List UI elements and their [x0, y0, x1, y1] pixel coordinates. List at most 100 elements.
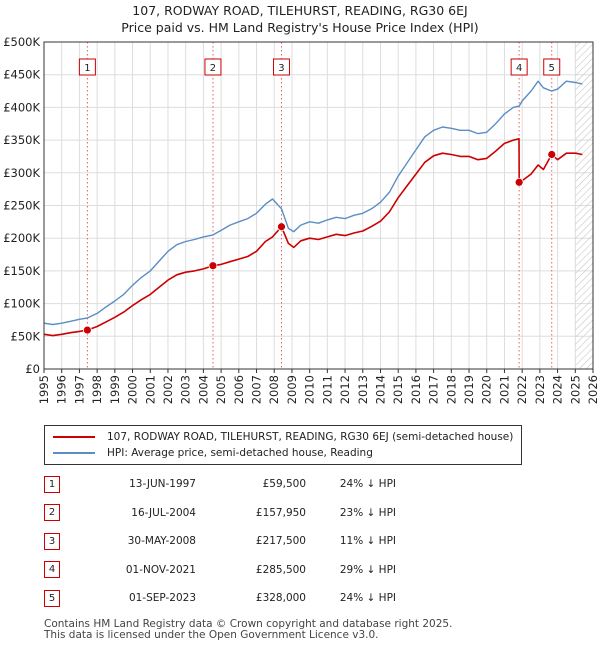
x-tick-label: 2004: [196, 375, 210, 404]
sale-number: 2: [44, 504, 60, 522]
y-tick-label: £100K: [3, 297, 40, 311]
y-tick-label: £50K: [11, 329, 41, 343]
sale-number-cell: 5: [40, 584, 84, 613]
sale-date-cell: 16-JUL-2004: [84, 499, 196, 528]
x-tick-label: 2022: [515, 375, 529, 404]
sale-date: 16-JUL-2004: [131, 506, 196, 519]
sale-label: 2: [210, 63, 216, 74]
sale-hpi-diff-cell: 29% ↓ HPI: [306, 556, 396, 585]
x-tick-label: 2014: [373, 375, 387, 404]
chart-title-line2: Price paid vs. HM Land Registry's House …: [121, 20, 479, 35]
x-tick-label: 2007: [250, 375, 264, 404]
x-tick-label: 2025: [568, 375, 582, 404]
sale-number-cell: 4: [40, 556, 84, 585]
x-tick-label: 2006: [232, 375, 246, 404]
sale-date: 01-NOV-2021: [125, 563, 196, 576]
y-tick-label: £350K: [3, 133, 40, 147]
x-tick-label: 2019: [462, 375, 476, 404]
sale-price: £217,500: [255, 535, 306, 548]
y-tick-label: £450K: [3, 68, 40, 82]
x-tick-label: 2003: [179, 375, 193, 404]
footer-licence: This data is licensed under the Open Gov…: [44, 629, 379, 641]
x-tick-label: 2026: [586, 375, 600, 404]
y-tick-label: £200K: [3, 231, 40, 245]
x-tick-label: 2009: [285, 375, 299, 404]
sale-price: £59,500: [262, 478, 306, 491]
x-tick-label: 2018: [444, 375, 458, 404]
sale-label-box: [78, 58, 96, 76]
sale-date: 30-MAY-2008: [127, 535, 196, 548]
sale-hpi-diff-cell: 23% ↓ HPI: [306, 499, 396, 528]
sale-price-cell: £328,000: [196, 584, 306, 613]
sale-hpi-diff-cell: 24% ↓ HPI: [306, 584, 396, 613]
legend-property: 107, RODWAY ROAD, TILEHURST, READING, RG…: [53, 429, 513, 445]
footer-copyright: Contains HM Land Registry data © Crown c…: [44, 618, 453, 630]
sale-price-cell: £217,500: [196, 527, 306, 556]
x-tick-label: 2005: [214, 375, 228, 404]
footer: Contains HM Land Registry data © Crown c…: [44, 619, 452, 641]
sale-hpi-diff: 29% ↓ HPI: [339, 563, 396, 576]
x-tick-label: 1996: [55, 375, 69, 404]
x-tick-label: 2023: [533, 375, 547, 404]
sale-label-box: [510, 58, 528, 76]
x-tick-label: 2020: [480, 375, 494, 404]
x-tick-label: 1998: [90, 375, 104, 404]
sales-table: 1 13-JUN-1997 £59,500 24% ↓ HPI 2 16-JUL-2004…: [40, 470, 396, 613]
x-tick-label: 2016: [409, 375, 423, 404]
sale-date-cell: 01-NOV-2021: [84, 556, 196, 585]
sale-price-cell: £59,500: [196, 470, 306, 499]
sale-price-cell: £285,500: [196, 556, 306, 585]
y-tick-label: £300K: [3, 166, 40, 180]
sale-date-cell: 01-SEP-2023: [84, 584, 196, 613]
sale-label-box: [543, 58, 561, 76]
legend-property-label: 107, RODWAY ROAD, TILEHURST, READING, RG…: [107, 431, 514, 443]
x-tick-label: 2017: [427, 375, 441, 404]
x-tick-label: 2002: [161, 375, 175, 404]
y-tick-label: £0: [25, 362, 40, 376]
sale-point: [547, 150, 557, 159]
sale-row: 4 01-NOV-2021 £285,500 29% ↓ HPI: [40, 556, 396, 585]
sale-row: 2 16-JUL-2004 £157,950 23% ↓ HPI: [40, 499, 396, 528]
legend-hpi: HPI: Average price, semi-detached house,…: [53, 445, 373, 461]
property-price-line: [43, 138, 583, 337]
plot-frame: [43, 41, 594, 370]
y-tick-label: £250K: [3, 199, 40, 213]
legend-hpi-swatch: [53, 452, 95, 454]
forecast-hatch: [575, 42, 593, 369]
sale-row: 5 01-SEP-2023 £328,000 24% ↓ HPI: [40, 584, 396, 613]
sale-number-cell: 1: [40, 470, 84, 499]
sale-date-cell: 13-JUN-1997: [84, 470, 196, 499]
y-tick-label: £400K: [3, 100, 40, 114]
sale-price: £328,000: [255, 592, 306, 605]
sale-number-cell: 3: [40, 527, 84, 556]
legend-property-swatch: [53, 436, 95, 438]
sale-number: 5: [44, 589, 60, 607]
legend-hpi-label: HPI: Average price, semi-detached house,…: [107, 447, 373, 459]
sale-row: 1 13-JUN-1997 £59,500 24% ↓ HPI: [40, 470, 396, 499]
x-tick-label: 2012: [338, 375, 352, 404]
sale-point: [514, 177, 524, 187]
x-tick-label: 2008: [267, 375, 281, 404]
x-tick-label: 2024: [551, 375, 565, 404]
sale-hpi-diff: 24% ↓ HPI: [339, 478, 396, 491]
x-tick-label: 1997: [72, 375, 86, 404]
x-tick-label: 2010: [303, 375, 317, 404]
sale-hpi-diff: 24% ↓ HPI: [339, 592, 396, 605]
y-tick-label: £150K: [3, 264, 40, 278]
sale-label: 3: [278, 63, 284, 74]
sale-number-cell: 2: [40, 499, 84, 528]
sale-label: 5: [549, 63, 555, 74]
x-tick-label: 2013: [356, 375, 370, 404]
sale-number: 3: [44, 532, 60, 550]
sale-number: 4: [44, 561, 60, 579]
sale-number: 1: [44, 475, 60, 493]
x-tick-label: 2021: [497, 375, 511, 404]
sale-date: 01-SEP-2023: [128, 592, 196, 605]
sale-label-box: [272, 58, 290, 76]
x-tick-label: 2000: [126, 375, 140, 404]
sale-point: [277, 222, 286, 232]
sale-point: [208, 261, 218, 271]
y-tick-label: £500K: [3, 35, 40, 49]
sale-hpi-diff-cell: 24% ↓ HPI: [306, 470, 396, 499]
hpi-line: [43, 80, 583, 326]
